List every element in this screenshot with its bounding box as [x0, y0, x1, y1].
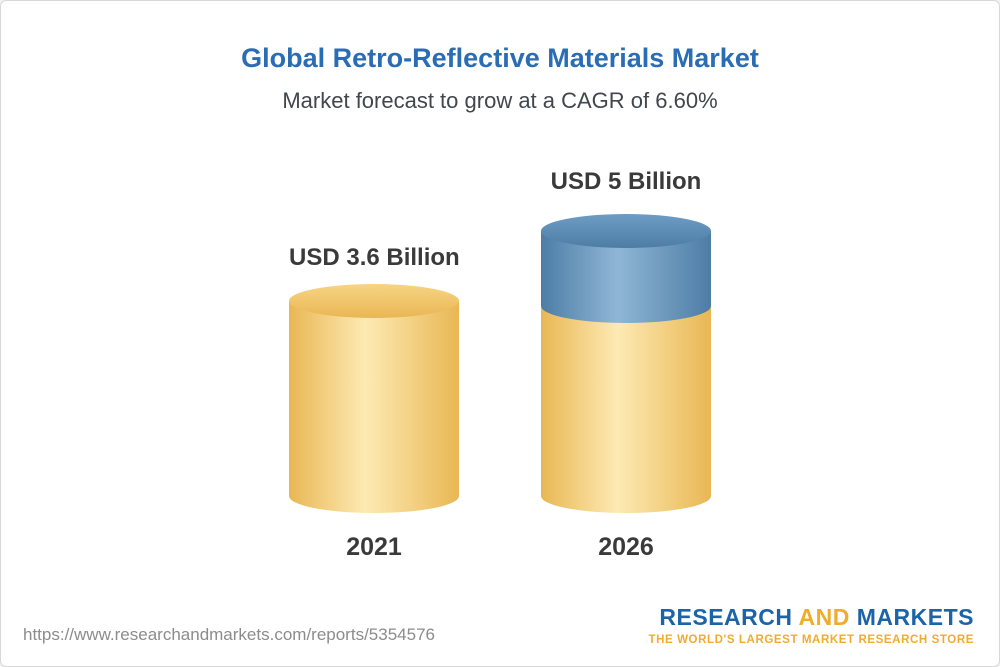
brand-logo-tagline: THE WORLD'S LARGEST MARKET RESEARCH STOR… — [648, 634, 974, 646]
cylinder-yellow-segment-2026 — [541, 306, 711, 513]
cylinder-bar-2021 — [289, 284, 459, 513]
category-label-2026: 2026 — [598, 533, 654, 561]
chart-subtitle: Market forecast to grow at a CAGR of 6.6… — [282, 88, 718, 113]
report-url-link[interactable]: https://www.researchandmarkets.com/repor… — [23, 625, 435, 644]
value-label-2021: USD 3.6 Billion — [289, 244, 460, 271]
cylinder-top-2021 — [289, 284, 459, 318]
logo-word-research: RESEARCH — [659, 604, 793, 630]
cylinder-bar-2026 — [541, 214, 711, 513]
logo-word-markets: MARKETS — [856, 604, 974, 630]
brand-logo: RESEARCH AND MARKETS THE WORLD'S LARGEST… — [649, 604, 975, 646]
category-label-2021: 2021 — [346, 533, 402, 561]
cylinder-body-2021 — [289, 301, 459, 513]
chart-title: Global Retro-Reflective Materials Market — [241, 43, 759, 73]
brand-logo-wordmark: RESEARCH AND MARKETS — [649, 604, 975, 631]
value-label-2026: USD 5 Billion — [550, 168, 702, 195]
cylinder-top-2026 — [541, 214, 711, 248]
logo-word-and: AND — [798, 604, 850, 630]
